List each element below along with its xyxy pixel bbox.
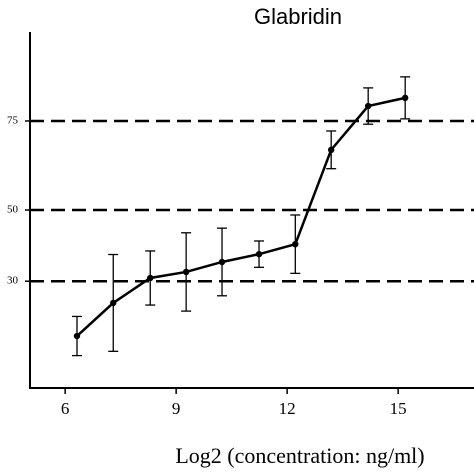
point xyxy=(327,146,335,154)
x-tick-label: 9 xyxy=(172,399,181,418)
point xyxy=(218,258,226,266)
y-tick-label: 75 xyxy=(7,115,19,127)
y-tick-label: 30 xyxy=(7,275,19,287)
point xyxy=(255,250,263,258)
chart-title: Glabridin xyxy=(254,4,342,29)
point xyxy=(110,299,117,307)
x-tick-label: 6 xyxy=(61,399,70,418)
point xyxy=(73,332,81,340)
point xyxy=(292,240,299,248)
line xyxy=(76,96,406,337)
point xyxy=(147,274,154,282)
point xyxy=(364,102,372,110)
point xyxy=(182,268,190,276)
y-tick-label: 50 xyxy=(7,204,19,216)
point xyxy=(401,94,409,102)
x-tick-label: 15 xyxy=(390,399,407,418)
x-axis-label: Log2 (concentration: ng/ml) xyxy=(175,443,424,468)
x-tick-label: 12 xyxy=(279,399,296,418)
